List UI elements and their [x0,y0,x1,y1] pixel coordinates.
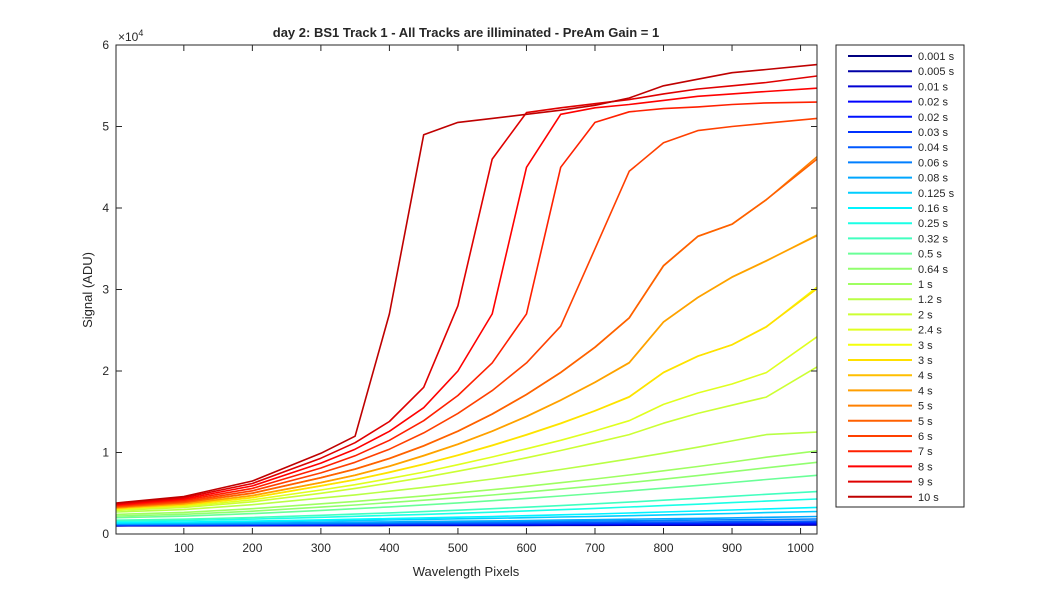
series-line-15 [115,450,818,516]
legend-label-7: 0.06 s [918,157,948,169]
y-tick-label-2: 2 [102,364,109,378]
legend-label-5: 0.03 s [918,127,948,139]
x-tick-label-5: 600 [516,541,536,555]
y-tick-label-5: 5 [102,120,109,134]
x-tick-label-9: 1000 [787,541,814,555]
legend-label-17: 2 s [918,309,933,321]
legend-label-27: 8 s [918,461,933,473]
legend-items: 0.001 s 0.005 s 0.01 s 0.02 s 0.02 s 0.03 s 0.… [848,51,955,504]
y-axis-label: Signal (ADU) [80,252,95,328]
series-line-12 [115,490,818,521]
legend-label-28: 9 s [918,477,933,489]
y-tick-label-3: 3 [102,283,109,297]
series-line-28 [115,75,818,505]
y-tick-label-1: 1 [102,446,109,460]
legend-label-18: 2.4 s [918,325,942,337]
y-exponent-power: 4 [138,28,143,38]
legend-label-15: 1 s [918,279,933,291]
legend: 0.001 s 0.005 s 0.01 s 0.02 s 0.02 s 0.03 s 0.… [835,44,965,508]
series-line-24 [115,158,818,508]
series-line-26 [115,101,818,507]
series-line-9 [115,510,818,524]
series-line-18 [115,336,818,511]
legend-label-23: 5 s [918,401,933,413]
x-tick-label-3: 400 [379,541,399,555]
legend-label-4: 0.02 s [918,112,948,124]
y-exponent-multiplier: ×104 [118,28,143,44]
x-tick-label-4: 500 [448,541,468,555]
legend-label-29: 10 s [918,492,939,504]
series-line-16 [115,431,818,513]
series-line-22 [115,234,818,509]
x-tick-label-8: 900 [722,541,742,555]
x-axis-label: Wavelength Pixels [413,564,520,579]
legend-label-3: 0.02 s [918,97,948,109]
legend-label-22: 4 s [918,385,933,397]
legend-label-11: 0.25 s [918,218,948,230]
legend-label-25: 6 s [918,431,933,443]
series-line-8 [115,515,818,525]
legend-label-14: 0.64 s [918,264,948,276]
y-exponent-base: ×10 [118,30,139,44]
legend-label-8: 0.08 s [918,173,948,185]
legend-box [835,44,965,508]
series-line-17 [115,366,818,512]
y-tick-label-0: 0 [102,527,109,541]
legend-label-16: 1.2 s [918,294,942,306]
series-layer [115,63,818,527]
legend-label-6: 0.04 s [918,142,948,154]
series-line-29 [115,63,818,504]
x-tick-label-1: 200 [242,541,262,555]
series-line-11 [115,498,818,523]
legend-label-2: 0.01 s [918,81,948,93]
chart-title: day 2: BS1 Track 1 - All Tracks are illi… [273,25,659,40]
legend-label-10: 0.16 s [918,203,948,215]
x-tick-label-6: 700 [585,541,605,555]
legend-label-13: 0.5 s [918,249,942,261]
legend-label-20: 3 s [918,355,933,367]
series-line-13 [115,474,818,519]
legend-label-26: 7 s [918,446,933,458]
x-tick-label-2: 300 [311,541,331,555]
x-tick-label-0: 100 [174,541,194,555]
legend-label-24: 5 s [918,416,933,428]
legend-label-0: 0.001 s [918,51,955,63]
series-line-14 [115,461,818,517]
x-tick-label-7: 800 [653,541,673,555]
legend-label-1: 0.005 s [918,66,955,78]
tick-layer: 100 200 300 400 500 600 700 800 900 1000 0 1 2 3 4 5 6 [102,38,817,555]
legend-label-12: 0.32 s [918,233,948,245]
y-tick-label-6: 6 [102,38,109,52]
legend-label-9: 0.125 s [918,188,955,200]
y-tick-label-4: 4 [102,201,109,215]
legend-label-21: 4 s [918,370,933,382]
series-line-20 [115,288,818,510]
series-line-25 [115,117,818,508]
series-line-27 [115,87,818,506]
legend-label-19: 3 s [918,340,933,352]
series-line-10 [115,506,818,524]
